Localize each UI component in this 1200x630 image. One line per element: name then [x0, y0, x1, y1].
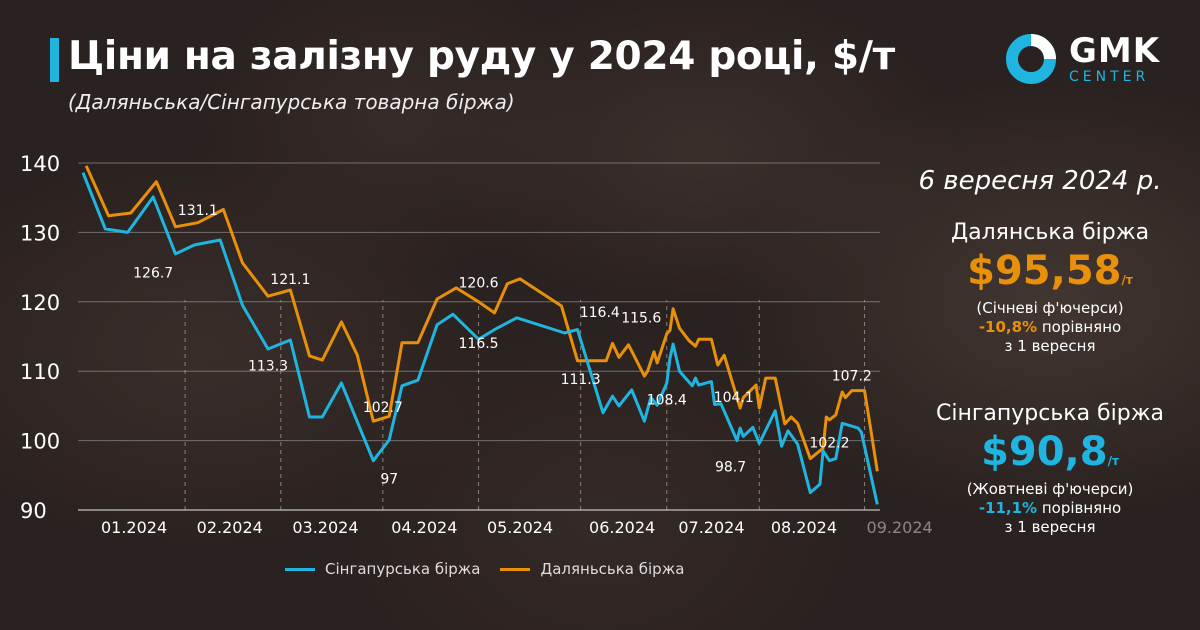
data-label: 111.3 [561, 372, 601, 388]
x-tick-label: 02.2024 [197, 518, 263, 537]
dalian-change: -10,8% [978, 317, 1038, 336]
data-label: 116.5 [459, 336, 499, 352]
data-label: 102.2 [809, 435, 849, 451]
y-tick-label: 110 [20, 360, 60, 384]
page-subtitle: (Даляньська/Сінгапурська товарна біржа) [68, 90, 515, 114]
y-tick-label: 130 [20, 221, 60, 245]
logo-sub: CENTER [1069, 69, 1150, 85]
x-tick-label: 04.2024 [391, 518, 457, 537]
data-label: 126.7 [133, 265, 173, 281]
gmk-logo: GMK CENTER [1005, 33, 1160, 85]
y-tick-label: 120 [20, 291, 60, 315]
singapore-panel: Сінгапурська біржа $90,8/т (Жовтневі ф'ю… [900, 401, 1200, 536]
singapore-unit: /т [1107, 454, 1119, 468]
logo-ring-icon [1006, 34, 1056, 84]
legend-label-dalian: Даляньська біржа [540, 560, 685, 578]
dalian-panel: Далянська біржа $95,58/т (Січневі ф'ючер… [900, 220, 1200, 355]
dalian-unit: /т [1121, 273, 1133, 287]
dalian-change-text: порівняно [1037, 317, 1122, 336]
x-tick-label: 05.2024 [487, 518, 553, 537]
data-label: 121.1 [270, 272, 310, 288]
x-tick-label: 03.2024 [292, 518, 358, 537]
legend-item-singapore: Сінгапурська біржа [285, 560, 480, 578]
data-label: 120.6 [459, 276, 499, 292]
series-line-singapore [81, 172, 879, 505]
data-label: 97 [380, 471, 398, 487]
x-tick-label: 08.2024 [771, 518, 837, 537]
singapore-change-text: порівняно [1037, 498, 1122, 517]
dalian-since: з 1 вересня [1004, 336, 1096, 355]
dalian-contract: (Січневі ф'ючерси) [976, 299, 1124, 317]
x-tick-label: 01.2024 [101, 518, 167, 537]
legend-swatch-dalian [500, 567, 531, 571]
page-title: Ціни на залізну руду у 2024 році, $/т [68, 34, 895, 79]
report-date: 6 вересня 2024 р. [918, 166, 1162, 196]
dalian-name: Далянська біржа [950, 220, 1150, 245]
singapore-since: з 1 вересня [1004, 517, 1096, 536]
dalian-price: $95,58 [967, 248, 1122, 294]
data-label: 116.4 [580, 305, 620, 321]
data-label: 115.6 [621, 310, 661, 326]
legend-swatch-singapore [285, 567, 315, 571]
data-label: 113.3 [248, 358, 288, 374]
legend-item-dalian: Даляньська біржа [500, 560, 684, 578]
series-line-dalian [84, 165, 879, 472]
data-label: 104.1 [714, 390, 754, 406]
y-tick-label: 140 [20, 152, 60, 176]
singapore-name: Сінгапурська біржа [935, 401, 1165, 426]
x-tick-label: 07.2024 [678, 518, 744, 537]
x-tick-label: 09.2024 [867, 518, 933, 537]
data-label: 98.7 [715, 460, 746, 476]
data-label: 108.4 [647, 392, 687, 408]
chart-legend: Сінгапурська біржа Даляньська біржа [285, 560, 684, 578]
data-label: 107.2 [832, 369, 872, 385]
y-tick-label: 90 [20, 499, 47, 523]
legend-label-singapore: Сінгапурська біржа [325, 560, 481, 578]
x-tick-label: 06.2024 [589, 518, 655, 537]
title-accent-bar [50, 38, 59, 82]
data-label: 131.1 [178, 203, 218, 219]
y-tick-label: 100 [20, 430, 60, 454]
data-label: 102.7 [363, 400, 403, 416]
singapore-change: -11,1% [978, 498, 1038, 517]
logo-name: GMK [1069, 31, 1161, 71]
singapore-contract: (Жовтневі ф'ючерси) [966, 480, 1134, 498]
singapore-price: $90,8 [981, 429, 1108, 475]
